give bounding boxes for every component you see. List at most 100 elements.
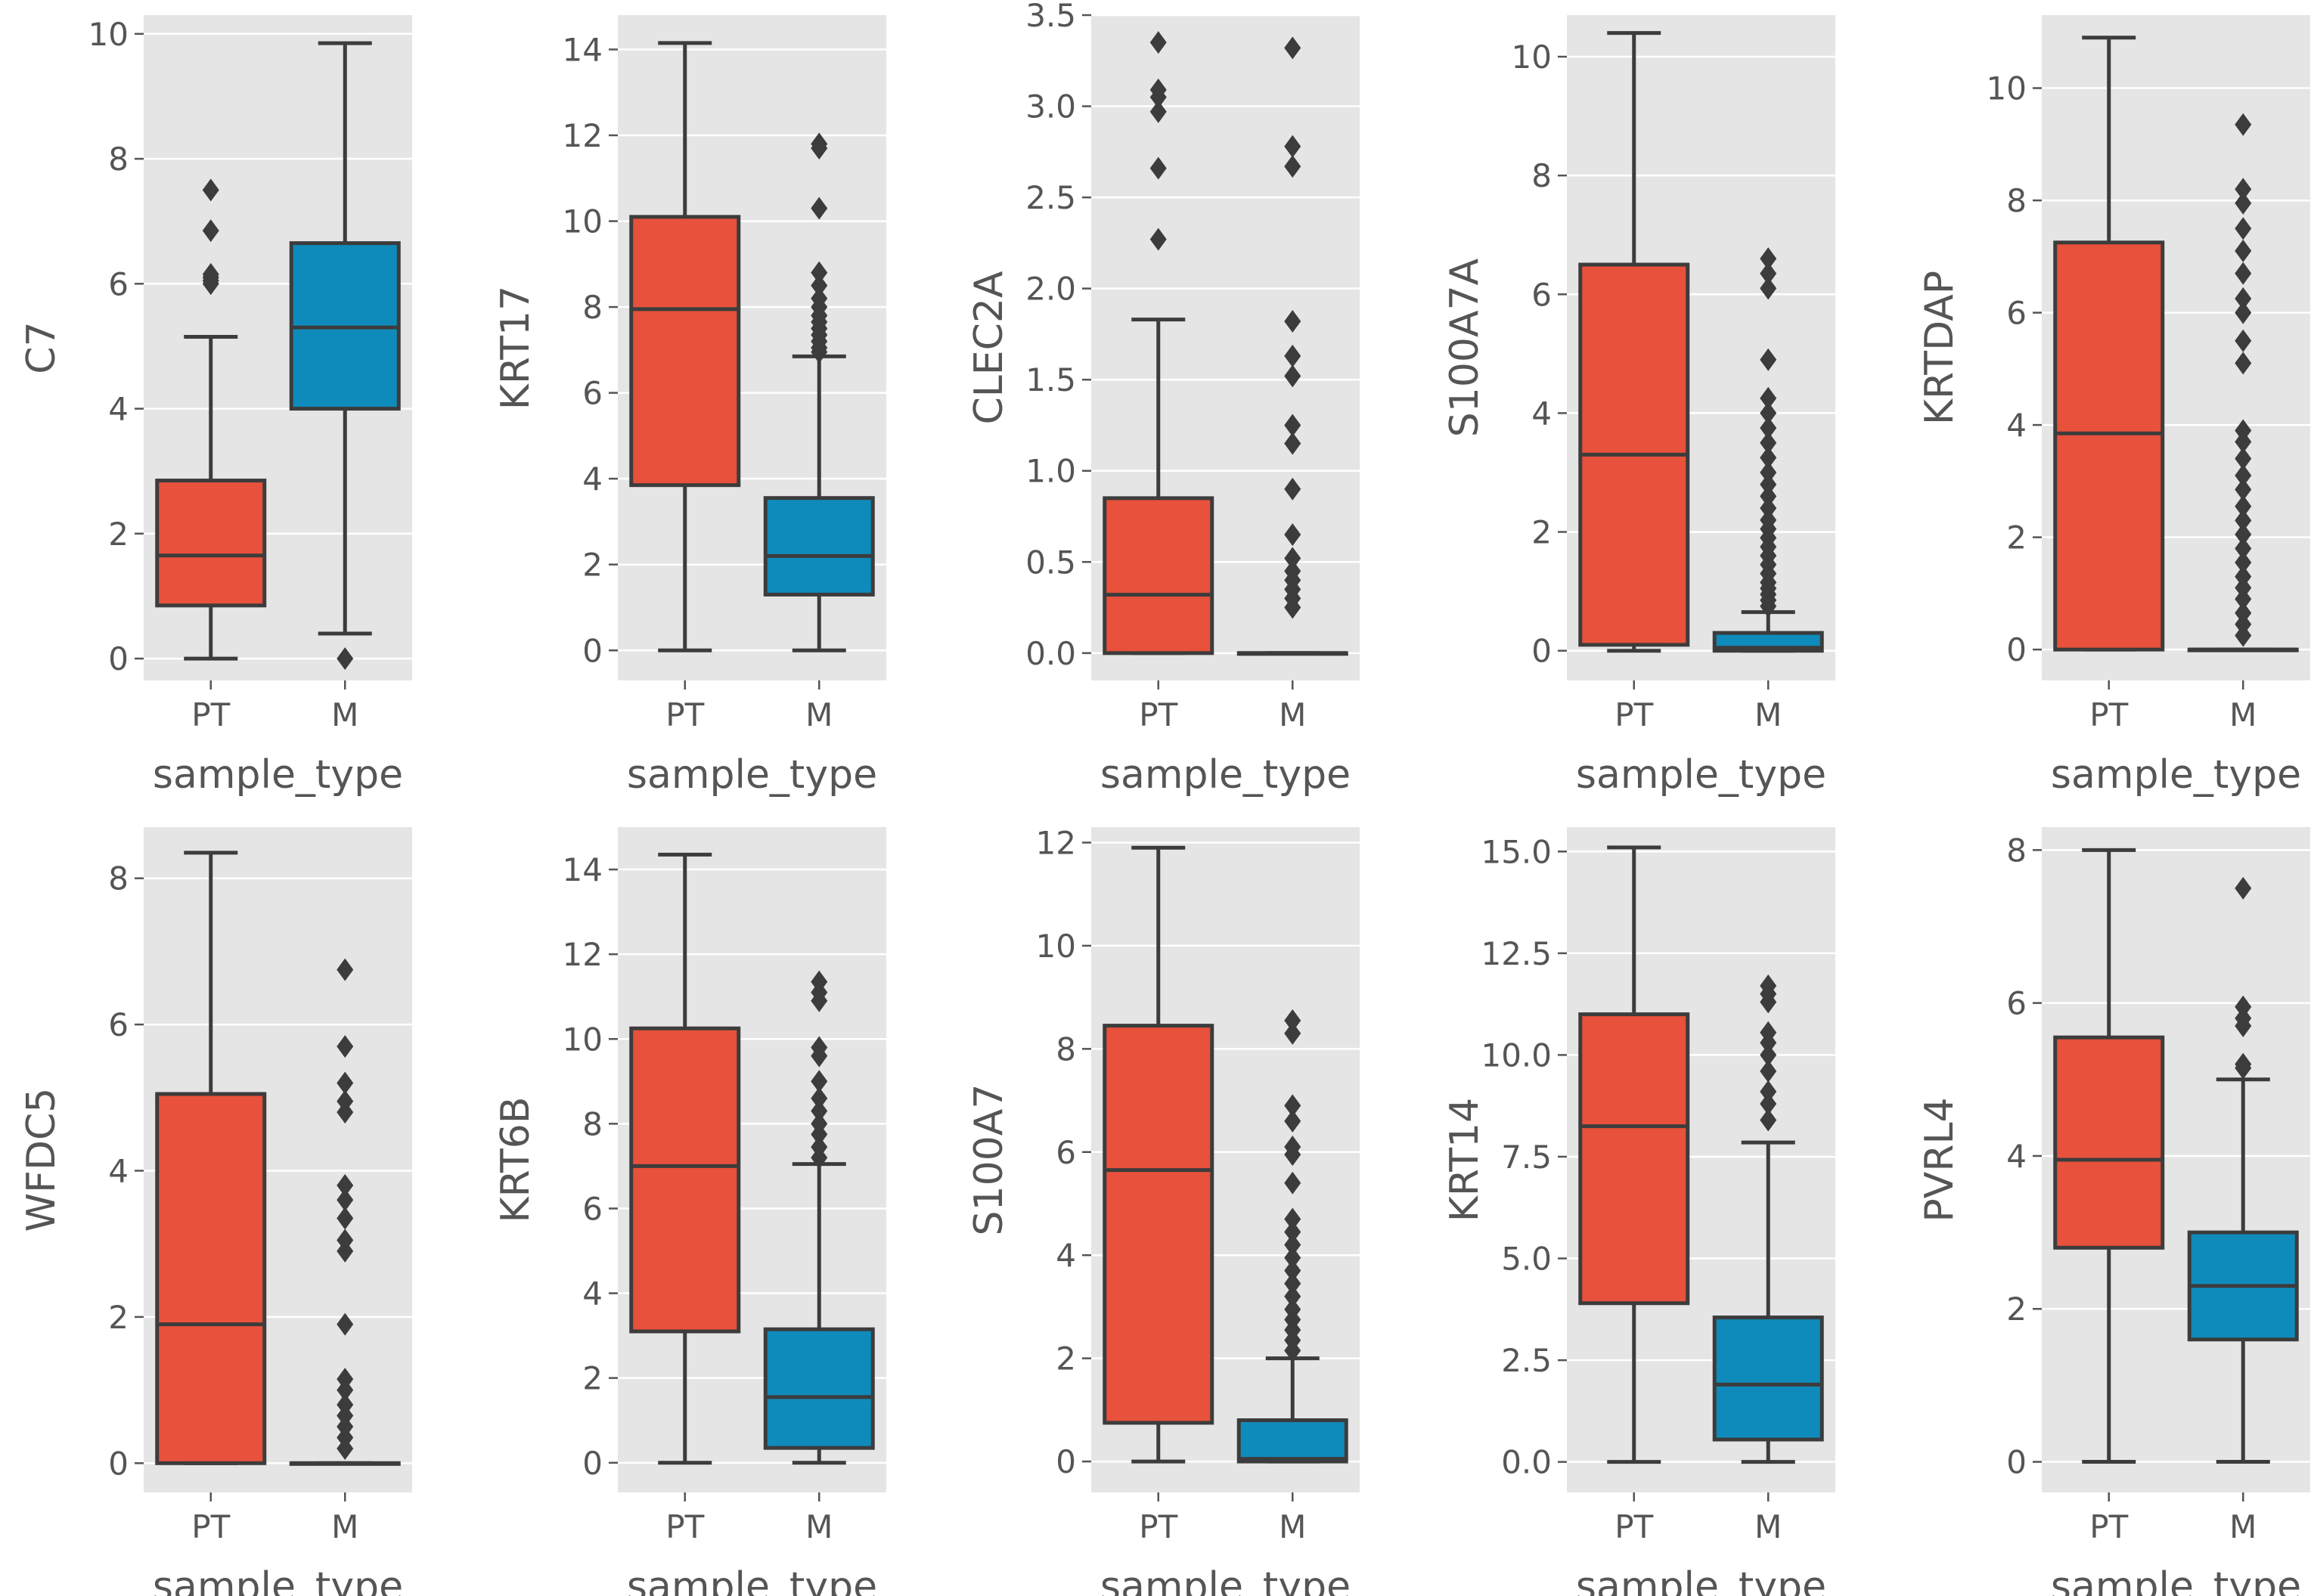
outlier-point	[2235, 876, 2252, 900]
y-tick-label: 14	[563, 851, 603, 888]
outlier-point	[811, 197, 828, 220]
x-axis-label: sample_type	[2051, 752, 2301, 798]
outlier-point	[2235, 217, 2252, 240]
y-tick-label: 2	[108, 516, 129, 553]
y-tick-label: 2.0	[1025, 271, 1076, 308]
y-tick-label: 0	[108, 640, 129, 677]
y-tick-label: 8	[1056, 1030, 1076, 1068]
outlier-point	[1284, 1285, 1301, 1308]
box-pt	[1578, 31, 1690, 653]
outlier-point	[1284, 1009, 1301, 1032]
box-m	[1236, 36, 1348, 656]
box-pt	[1578, 845, 1690, 1464]
y-tick-label: 8	[108, 860, 129, 897]
outlier-point	[1284, 1272, 1301, 1295]
outlier-point	[1760, 1108, 1777, 1132]
outlier-point	[1149, 31, 1167, 54]
box-pt	[2053, 848, 2165, 1464]
x-tick-label-m: M	[805, 1508, 833, 1545]
y-tick-label: 0	[108, 1445, 129, 1482]
x-tick-label-pt: PT	[1615, 1508, 1653, 1545]
outlier-point	[337, 1312, 354, 1336]
x-tick-label-pt: PT	[2089, 696, 2128, 733]
outlier-point	[2235, 447, 2252, 470]
outlier-point	[1284, 1246, 1301, 1269]
y-tick-label: 10	[563, 1021, 603, 1058]
y-tick-label: 8	[582, 1105, 603, 1142]
x-tick-label-m: M	[1754, 1508, 1782, 1545]
outlier-point	[1760, 461, 1777, 484]
outlier-point	[1284, 1135, 1301, 1158]
y-tick-label: 10.0	[1481, 1037, 1552, 1074]
outlier-point	[1760, 485, 1777, 508]
y-tick-label: 6	[582, 375, 603, 412]
outlier-point	[202, 219, 219, 243]
x-axis-label: sample_type	[1100, 752, 1351, 798]
outlier-point	[2235, 352, 2252, 375]
x-axis-label: sample_type	[1100, 1564, 1351, 1596]
y-tick-label: 15.0	[1481, 833, 1552, 870]
outlier-point	[1284, 432, 1301, 455]
x-tick-label-m: M	[2229, 1508, 2257, 1545]
y-axis-label: KRT17	[493, 286, 538, 410]
y-tick-label: 1.0	[1025, 453, 1076, 490]
y-axis-label: KRT14	[1442, 1098, 1487, 1222]
outlier-point	[1760, 417, 1777, 440]
x-tick-label-pt: PT	[1139, 696, 1177, 733]
outlier-point	[1760, 1043, 1777, 1067]
y-tick-label: 2.5	[1025, 179, 1076, 216]
outlier-point	[811, 1070, 828, 1093]
y-tick-label: 2	[1056, 1340, 1076, 1378]
outlier-point	[1284, 414, 1301, 437]
x-tick-label-m: M	[805, 696, 833, 733]
y-axis-label: WFDC5	[19, 1088, 64, 1232]
box-pt	[2053, 36, 2165, 652]
y-tick-label: 10	[1036, 928, 1076, 965]
box-iqr	[1103, 1024, 1214, 1425]
outlier-point	[1284, 1297, 1301, 1321]
outlier-point	[2235, 995, 2252, 1018]
y-tick-label: 0.0	[1025, 635, 1076, 672]
y-tick-label: 6	[108, 265, 129, 302]
outlier-point	[811, 261, 828, 284]
box-pt	[155, 178, 267, 661]
y-tick-label: 4	[582, 460, 603, 497]
y-tick-label: 4	[108, 1153, 129, 1190]
outlier-point	[1284, 1021, 1301, 1045]
outlier-point	[1760, 401, 1777, 425]
box-iqr	[2053, 1035, 2165, 1250]
outlier-point	[2235, 287, 2252, 311]
box-iqr	[155, 479, 267, 608]
outlier-point	[1284, 1233, 1301, 1257]
outlier-point	[2235, 601, 2252, 624]
x-tick-label-pt: PT	[665, 696, 704, 733]
y-tick-label: 6	[582, 1190, 603, 1227]
y-tick-label: 1.5	[1025, 361, 1076, 398]
outlier-point	[337, 1368, 354, 1391]
y-tick-label: 10	[1512, 39, 1552, 76]
box-m	[1712, 974, 1824, 1464]
y-tick-label: 3.5	[1025, 0, 1076, 34]
box-pt	[629, 41, 741, 652]
x-axis-label: sample_type	[153, 1564, 403, 1596]
x-tick-label-pt: PT	[1615, 696, 1653, 733]
outlier-point	[811, 287, 828, 310]
y-tick-label: 6	[2006, 295, 2027, 332]
outlier-point	[2235, 494, 2252, 518]
y-axis-label: KRTDAP	[1917, 271, 1962, 425]
y-tick-label: 2	[1531, 514, 1552, 551]
outlier-point	[1760, 348, 1777, 371]
box-iqr	[1236, 1418, 1348, 1464]
outlier-point	[1760, 1080, 1777, 1103]
box-m	[289, 958, 401, 1466]
outlier-point	[2235, 262, 2252, 285]
outlier-point	[1284, 1220, 1301, 1244]
box-iqr	[1578, 1012, 1690, 1306]
